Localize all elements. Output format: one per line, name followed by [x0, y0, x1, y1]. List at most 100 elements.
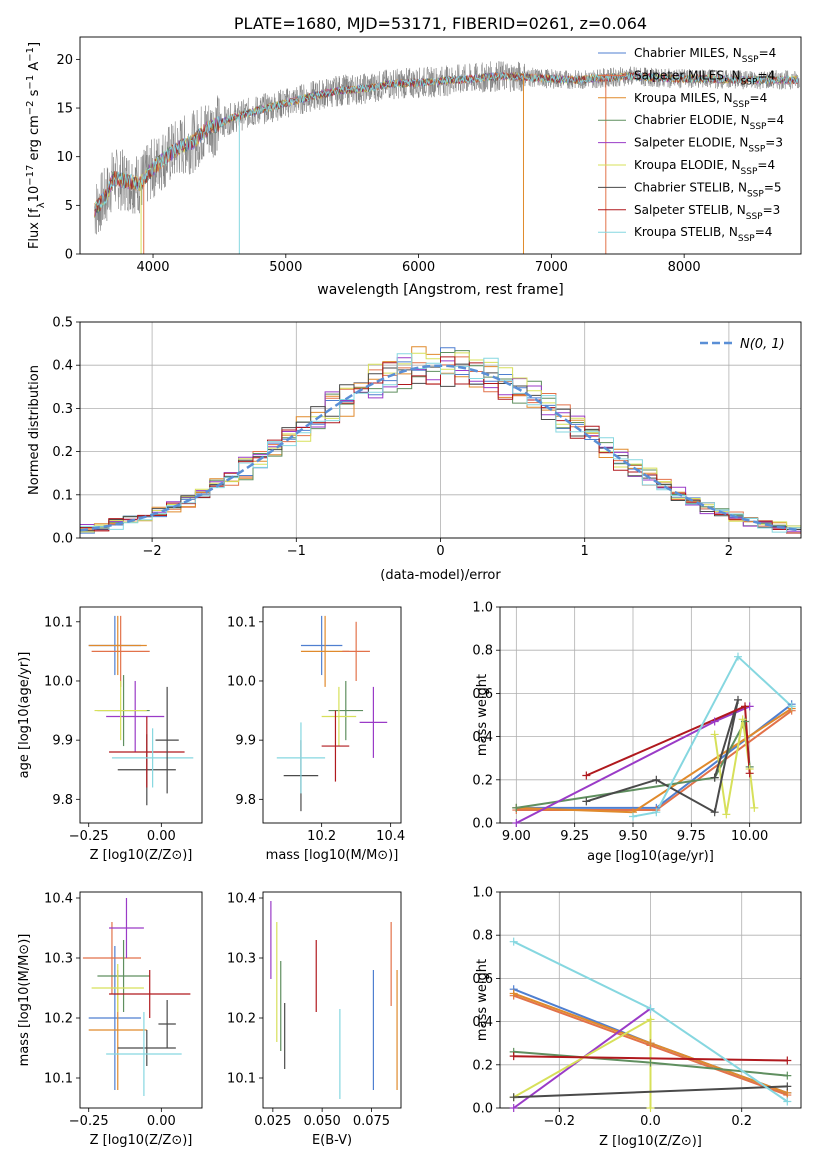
axes-frame: [262, 606, 402, 824]
plot-area: [88, 615, 194, 806]
legend-nssp: =4: [759, 46, 777, 60]
weight-marker-chabrier_elodie: [512, 803, 521, 812]
weight-line-kroupa_miles: [516, 707, 793, 814]
weight-marker-salpeter_elodie: [509, 1104, 518, 1112]
weight-line-salpeter_stelib: [513, 1055, 788, 1062]
x-tick-label: 4000: [136, 260, 169, 275]
mass-vs-ebv-panel: 0.025 0.050 0.075 10.1 10.2 10.3 10.4: [227, 891, 402, 1129]
weight-marker-kroupa_miles: [646, 1039, 655, 1048]
x-tick-label: −2: [143, 544, 162, 559]
histogram-step-kroupa_stelib: [80, 353, 801, 533]
x-tick-label: 0.2: [731, 1114, 752, 1129]
weight-line-chabrier_miles: [516, 703, 793, 809]
mass-weight-vs-metallicity-panel: −0.2 0.0 0.2 0.0 0.2 0.4 0.6 0.8 1.0: [472, 886, 802, 1129]
y-tick-label: 10.1: [227, 1072, 256, 1087]
y-tick-label: 0.3: [52, 402, 73, 417]
legend-nssp: =4: [757, 158, 775, 172]
y-tick-label: 10: [56, 150, 73, 165]
weight-marker-kroupa_stelib: [629, 812, 637, 821]
weight-marker-kroupa_stelib: [734, 652, 742, 661]
x-axis-label: Z [log10(Z/Z⊙)]: [599, 1134, 702, 1149]
y-tick-label: 0: [65, 248, 73, 263]
y-tick-label: 15: [56, 102, 73, 117]
legend-label: Kroupa MILES, N: [634, 91, 733, 105]
x-tick-label: −0.25: [69, 1114, 109, 1129]
y-axis-label: age [log10(age/yr)]: [17, 652, 32, 779]
data-spectrum-line: [94, 61, 800, 235]
weight-marker-chabrier_stelib: [734, 695, 742, 704]
weight-marker-salpeter_stelib: [745, 769, 754, 778]
y-tick-label: 10.4: [44, 892, 73, 907]
legend-item-kroupa_miles: Kroupa MILES, NSSP=4: [634, 91, 767, 110]
y-axis-label: Normed distribution: [27, 365, 42, 495]
y-tick-label: 0.0: [472, 1102, 493, 1117]
y-tick-label: 0.2: [472, 773, 493, 788]
legend-item-salpeter_miles: Salpeter MILES, NSSP=4: [634, 68, 775, 87]
x-tick-label: 8000: [668, 260, 701, 275]
x-tick-label: 10.2: [307, 829, 336, 844]
y-tick-label: 20: [56, 53, 73, 68]
x-tick-label: −0.2: [543, 1114, 575, 1129]
mass-vs-metallicity-panel: −0.25 0.00 10.1 10.2 10.3 10.4: [44, 891, 203, 1129]
normal-curve: [80, 364, 801, 532]
y-tick-label: 10.1: [227, 615, 256, 630]
weight-marker-chabrier_stelib: [710, 773, 719, 782]
label-tspan: A: [27, 62, 42, 75]
legend-item-kroupa_stelib: Kroupa STELIB, NSSP=4: [634, 225, 772, 244]
label-tspan: −17: [25, 165, 36, 186]
axes-frame: [79, 891, 203, 1109]
x-tick-label: −1: [287, 544, 306, 559]
model-spectrum-kroupa_stelib: [94, 71, 799, 210]
y-tick-label: 0.6: [472, 972, 493, 987]
weight-marker-kroupa_elodie: [750, 803, 759, 812]
legend-label: Chabrier STELIB, N: [634, 180, 747, 194]
y-tick-label: 10.2: [44, 1012, 73, 1027]
legend-label: Salpeter MILES, N: [634, 68, 741, 82]
y-tick-label: 0.4: [52, 359, 73, 374]
weight-marker-kroupa_stelib: [509, 937, 518, 946]
plot-area: [82, 898, 191, 1096]
y-tick-label: 10.1: [44, 1072, 73, 1087]
weight-marker-salpeter_stelib: [741, 702, 749, 711]
x-tick-label: −0.25: [69, 829, 109, 844]
legend-nssp: =5: [764, 180, 782, 194]
legend-label: Kroupa STELIB, N: [634, 225, 738, 239]
y-tick-label: 0.4: [472, 730, 493, 745]
x-tick-label: 6000: [402, 260, 435, 275]
x-tick-label: 2: [725, 544, 733, 559]
legend-label: Salpeter STELIB, N: [634, 203, 746, 217]
x-tick-label: 9.50: [619, 829, 648, 844]
y-tick-label: 0.4: [472, 1015, 493, 1030]
legend-nssp: =4: [755, 225, 773, 239]
y-tick-label: 1.0: [472, 601, 493, 616]
y-tick-label: 0.1: [52, 488, 73, 503]
weight-marker-salpeter_elodie: [710, 717, 719, 726]
mass-weight-vs-age-panel: 9.00 9.25 9.50 9.75 10.00 0.0 0.2 0.4 0.6 0.8 1.0: [472, 601, 802, 844]
weight-marker-kroupa_stelib: [652, 808, 661, 817]
x-tick-label: 0.0: [640, 1114, 661, 1129]
plot-area: [94, 61, 800, 254]
legend-sub: SSP: [741, 77, 758, 87]
weight-marker-salpeter_stelib: [783, 1056, 792, 1065]
x-axis-label: mass [log10(M/M⊙)]: [266, 848, 399, 863]
weight-line-salpeter_miles: [516, 709, 793, 811]
legend-item-salpeter_stelib: Salpeter STELIB, NSSP=3: [634, 203, 780, 222]
y-tick-label: 0.2: [472, 1058, 493, 1073]
x-tick-label: 5000: [269, 260, 302, 275]
x-tick-label: 0.075: [353, 1114, 390, 1129]
weight-marker-kroupa_elodie: [710, 730, 719, 739]
weight-marker-kroupa_stelib: [783, 1097, 792, 1106]
axes-frame: [262, 891, 402, 1109]
legend-nssp: =3: [763, 203, 781, 217]
legend-sub: SSP: [741, 167, 758, 177]
legend-item-chabrier_stelib: Chabrier STELIB, NSSP=5: [634, 180, 782, 199]
y-tick-label: 10.4: [227, 892, 256, 907]
weight-marker-chabrier_elodie: [646, 1058, 655, 1067]
x-tick-label: 10.00: [731, 829, 768, 844]
x-axis-label: (data-model)/error: [380, 568, 501, 583]
weight-marker-kroupa_elodie: [722, 810, 731, 819]
label-tspan: Flux [f: [27, 208, 42, 249]
legend-nssp: =4: [766, 113, 784, 127]
histogram-step-salpeter_stelib: [80, 356, 801, 534]
